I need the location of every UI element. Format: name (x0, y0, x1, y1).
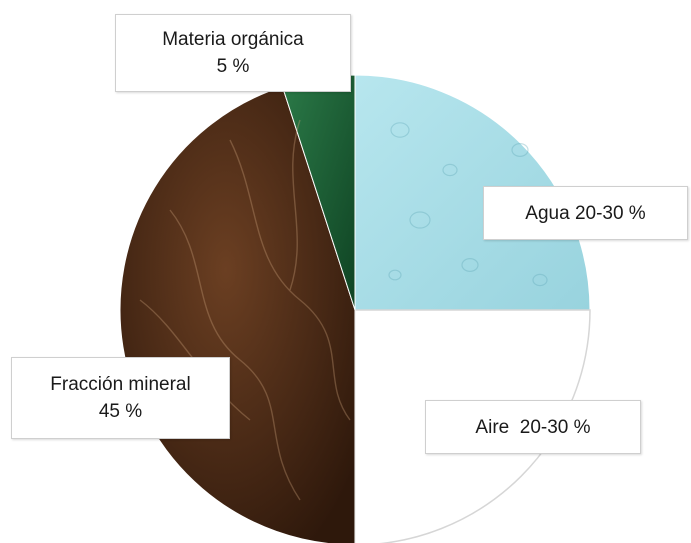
slice-label-text: Fracción mineral (50, 374, 191, 395)
slice-label-materia-organica: Materia orgánica 5 % (115, 14, 351, 92)
water-droplet (511, 143, 529, 158)
water-droplet (390, 122, 410, 138)
water-droplet (409, 211, 431, 229)
mineral-texture-vein (229, 139, 351, 421)
pie-slice-agua (354, 74, 591, 311)
slice-label-fraccion-mineral: Fracción mineral 45 % (11, 357, 230, 439)
water-droplet (532, 273, 548, 287)
slice-label-text: Materia orgánica (162, 29, 304, 50)
slice-value-text: 45 % (98, 401, 143, 422)
slice-label-inline: Agua 20-30 % (484, 200, 687, 227)
slice-label-text: Agua (525, 202, 570, 224)
water-droplet (388, 269, 402, 281)
mineral-texture-vein (139, 299, 251, 421)
slice-label-inline: Aire 20-30 % (426, 414, 640, 441)
mineral-texture-vein (289, 119, 301, 291)
slice-value-text: 20-30 % (574, 202, 646, 224)
water-droplet (461, 258, 479, 273)
slice-label-agua: Agua 20-30 % (483, 186, 688, 240)
slice-label-text: Aire (475, 416, 510, 438)
slice-value-text: 5 % (216, 56, 250, 77)
water-droplet (442, 163, 458, 177)
mineral-texture-vein (169, 209, 301, 501)
slice-value-text: 20-30 % (519, 416, 591, 438)
slice-label-aire: Aire 20-30 % (425, 400, 641, 454)
